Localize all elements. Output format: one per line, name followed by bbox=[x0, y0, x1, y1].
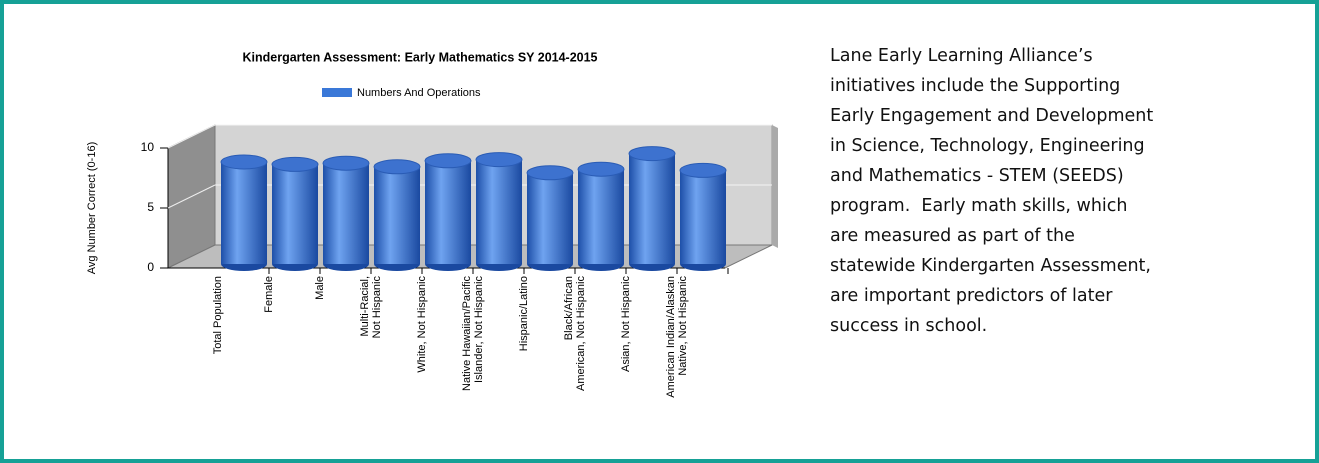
y-tick-label: 0 bbox=[147, 260, 154, 274]
bar-body bbox=[374, 166, 420, 264]
x-tick-label-line: Native Hawaiian/Pacific bbox=[461, 276, 473, 391]
paragraph-line: are important predictors of later bbox=[830, 286, 1113, 306]
paragraph-line: in Science, Technology, Engineering bbox=[830, 136, 1145, 156]
x-tick-label: Multi-Racial,Not Hispanic bbox=[359, 276, 383, 339]
x-tick-label-line: Islander, Not Hispanic bbox=[473, 276, 485, 383]
x-tick-label: Native Hawaiian/PacificIslander, Not His… bbox=[461, 276, 485, 391]
paragraph-line: success in school. bbox=[830, 316, 987, 336]
x-tick-label: Female bbox=[263, 276, 275, 313]
bar-top bbox=[679, 162, 727, 178]
chart-title: Kindergarten Assessment: Early Mathemati… bbox=[242, 50, 597, 64]
x-tick-label-line: Native, Not Hispanic bbox=[677, 276, 689, 376]
x-tick-label-line: Not Hispanic bbox=[371, 276, 383, 339]
paragraph-line: are measured as part of the bbox=[830, 226, 1075, 246]
bar bbox=[628, 146, 676, 271]
legend-swatch bbox=[322, 88, 352, 97]
bar-top bbox=[526, 165, 574, 181]
bar-top bbox=[322, 155, 370, 171]
bar-body bbox=[578, 169, 624, 264]
bar bbox=[322, 155, 370, 271]
paragraph-line: Lane Early Learning Alliance’s bbox=[830, 46, 1093, 66]
bar-top bbox=[271, 156, 319, 172]
bar-body bbox=[425, 160, 471, 264]
bar-body bbox=[680, 170, 726, 264]
x-tick-label-line: Black/African bbox=[563, 276, 575, 340]
y-tick-label: 10 bbox=[141, 140, 155, 154]
bar-body bbox=[323, 163, 369, 264]
paragraph-line: and Mathematics - STEM (SEEDS) bbox=[830, 166, 1124, 186]
x-tick-label-line: Female bbox=[263, 276, 275, 313]
grid-line bbox=[167, 124, 216, 149]
bar-body bbox=[221, 162, 267, 264]
grid-line bbox=[167, 184, 216, 209]
bar bbox=[679, 162, 727, 271]
x-tick-label-line: Hispanic/Latino bbox=[518, 276, 530, 351]
x-tick-label-line: White, Not Hispanic bbox=[416, 276, 428, 373]
x-tick-label: Total Population bbox=[212, 276, 224, 354]
bar-body bbox=[527, 172, 573, 264]
bar-top bbox=[628, 146, 676, 162]
x-tick-label: White, Not Hispanic bbox=[416, 276, 428, 373]
y-tick-label: 5 bbox=[147, 200, 154, 214]
bar bbox=[475, 152, 523, 271]
x-tick-label-line: American, Not Hispanic bbox=[575, 276, 587, 391]
bar-top bbox=[424, 153, 472, 169]
bar bbox=[271, 156, 319, 271]
bar-body bbox=[629, 153, 675, 264]
bar-body bbox=[476, 159, 522, 264]
bar bbox=[373, 159, 421, 271]
x-tick-label-line: Asian, Not Hispanic bbox=[620, 276, 632, 372]
bar-top bbox=[577, 161, 625, 177]
right-edge bbox=[772, 125, 778, 248]
chart: Kindergarten Assessment: Early Mathemati… bbox=[86, 46, 1153, 398]
bar-top bbox=[220, 154, 268, 170]
paragraph-line: initiatives include the Supporting bbox=[830, 76, 1120, 96]
bar-body bbox=[272, 164, 318, 264]
bar bbox=[526, 165, 574, 271]
x-tick-label: American Indian/AlaskanNative, Not Hispa… bbox=[665, 276, 689, 398]
x-tick-label-line: Total Population bbox=[212, 276, 224, 354]
bar bbox=[220, 154, 268, 271]
y-axis-label: Avg Number Correct (0-16) bbox=[86, 142, 98, 274]
x-tick-label: Hispanic/Latino bbox=[518, 276, 530, 351]
bar-top bbox=[475, 152, 523, 168]
x-tick-label: Black/AfricanAmerican, Not Hispanic bbox=[563, 276, 587, 391]
x-tick-label: Male bbox=[314, 276, 326, 300]
x-tick-label-line: Male bbox=[314, 276, 326, 300]
paragraph-line: program. Early math skills, which bbox=[830, 196, 1128, 216]
bar-top bbox=[373, 159, 421, 175]
x-tick-label-line: American Indian/Alaskan bbox=[665, 276, 677, 398]
x-tick-label-line: Multi-Racial, bbox=[359, 276, 371, 337]
bar bbox=[424, 153, 472, 271]
bar bbox=[577, 161, 625, 271]
paragraph-line: statewide Kindergarten Assessment, bbox=[830, 256, 1151, 276]
x-tick-label: Asian, Not Hispanic bbox=[620, 276, 632, 372]
paragraph-line: Early Engagement and Development bbox=[830, 106, 1153, 126]
legend-label: Numbers And Operations bbox=[357, 87, 481, 99]
